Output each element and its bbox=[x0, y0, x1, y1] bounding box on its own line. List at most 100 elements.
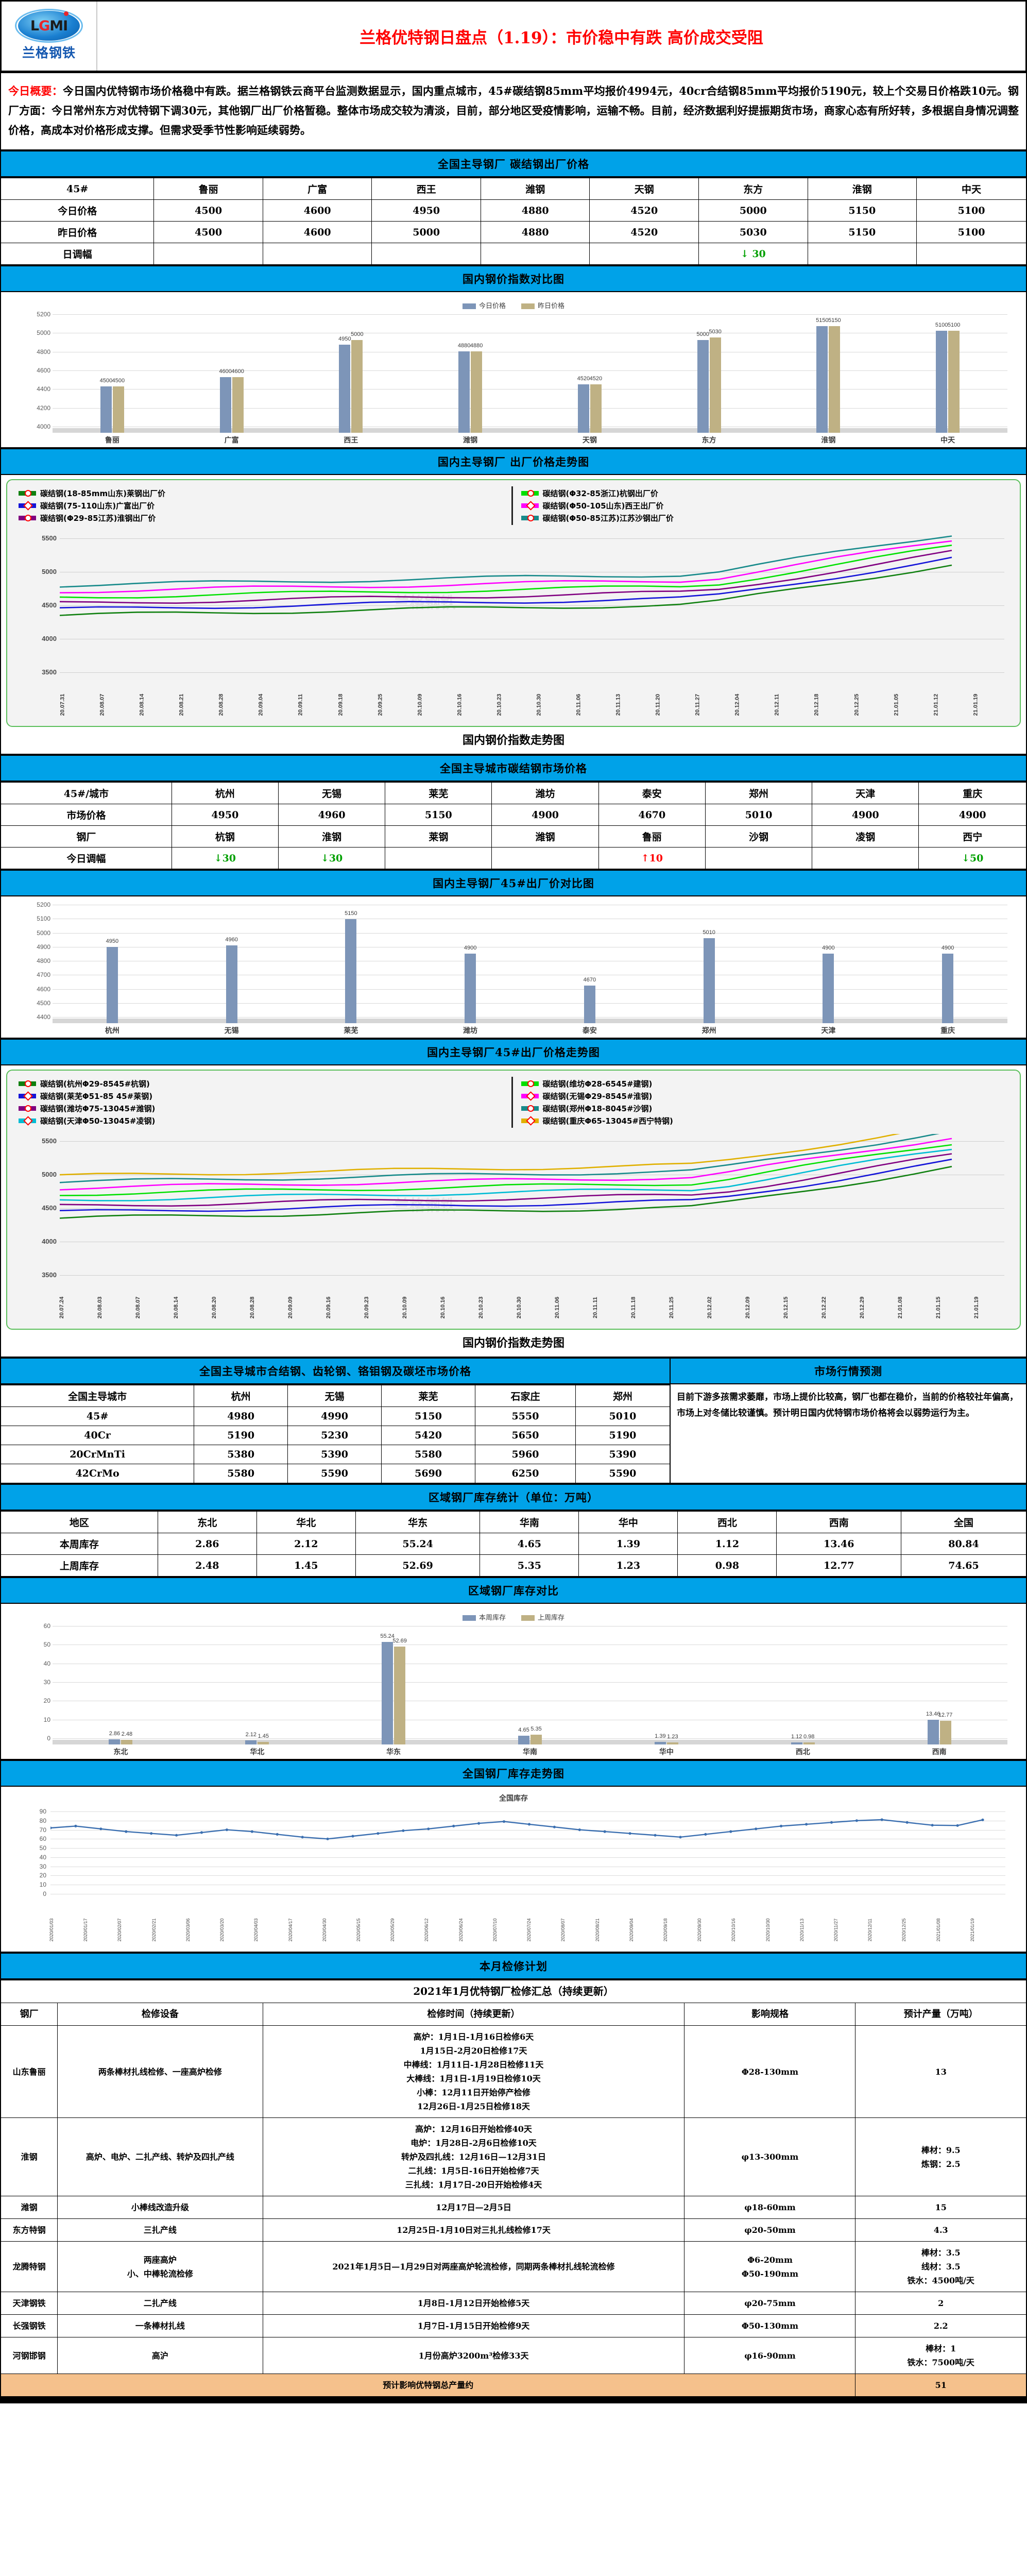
x-tick-label: 2020/10/16 bbox=[731, 1918, 737, 1942]
bar-value-label: 0.98 bbox=[803, 1734, 815, 1740]
data-point bbox=[225, 1828, 228, 1832]
column-header: 鲁丽 bbox=[153, 177, 263, 200]
bar-group: 13.46 12.77 bbox=[871, 1626, 1007, 1744]
x-tick-label: 郑州 bbox=[701, 1026, 716, 1035]
x-tick-label: 重庆 bbox=[940, 1026, 955, 1035]
legend-entry: 上周库存 bbox=[521, 1612, 564, 1622]
chart-x-axis: 鲁丽 广富 西王 潍钢 天钢 东方 淮钢 中天 bbox=[53, 435, 1007, 445]
mill-name: 天津钢铁 bbox=[0, 2292, 58, 2315]
bar: 4950 bbox=[106, 938, 118, 1023]
bar: 2.86 bbox=[109, 1731, 121, 1744]
x-tick-label: 20.12.11 bbox=[774, 693, 780, 716]
table-cell: 5.35 bbox=[480, 1554, 579, 1577]
bar-value-label: 5150 bbox=[345, 910, 357, 917]
gridline bbox=[53, 1682, 1007, 1683]
chart-legend: 今日价格 昨日价格 bbox=[1, 297, 1026, 311]
bar: 1.45 bbox=[258, 1733, 269, 1744]
line-x-axis: 20.07.31 20.08.07 20.08.14 20.08.21 20.08.28… bbox=[56, 689, 1008, 721]
text-line: 15 bbox=[935, 2202, 947, 2212]
bar: 5.35 bbox=[530, 1726, 542, 1744]
y-tick-label: 5000 bbox=[42, 1171, 57, 1178]
section-title-mill-carbon-price: 全国主导钢厂 碳结钢出厂价格 bbox=[0, 150, 1027, 177]
maintenance-table: 2021年1月优特钢厂检修汇总（持续更新） 钢厂 检修设备 检修时间（持续更新） 影响… bbox=[0, 1979, 1027, 2397]
bar-value-label: 5150 bbox=[828, 317, 841, 324]
legend-label: 碳结钢(杭州Φ29-8545#杭钢) bbox=[40, 1079, 150, 1089]
table-row: 40Cr 5190 5230 5420 5650 5190 bbox=[0, 1426, 671, 1445]
text-line: 河钢邯钢 bbox=[12, 2350, 46, 2361]
bar: 1.39 bbox=[654, 1733, 666, 1744]
x-tick-label: 2020/09/18 bbox=[663, 1918, 669, 1942]
affected-spec: φ13-300mm bbox=[684, 2117, 856, 2196]
expected-output: 4.3 bbox=[855, 2218, 1027, 2242]
column-header: 东方 bbox=[698, 177, 808, 200]
data-point bbox=[603, 1830, 606, 1833]
report-header: LGMI 兰格钢铁 兰格优特钢日盘点（1.19）：市价稳中有跌 高价成交受阻 bbox=[0, 0, 1027, 73]
table-cell: 5150 bbox=[381, 1406, 476, 1426]
table-cell: 杭钢 bbox=[171, 825, 279, 848]
section-title-region-stock-compare: 区域钢厂库存对比 bbox=[0, 1577, 1027, 1604]
affected-spec: φ20-75mm bbox=[684, 2292, 856, 2315]
table-cell: ↓50 bbox=[918, 847, 1027, 870]
table-cell: 5580 bbox=[381, 1445, 476, 1464]
row-label: 上周库存 bbox=[0, 1554, 158, 1577]
region-stock-table: 地区 东北 华北 华东 华南 华中 西北 西南 全国 本周库存 2.86 2.12 55.24 4.65… bbox=[0, 1511, 1027, 1577]
line-series bbox=[60, 1148, 952, 1201]
bar-value-label: 4880 bbox=[470, 342, 483, 349]
legend-label: 碳结钢(Φ29-85江苏)淮钢出厂价 bbox=[40, 514, 156, 523]
legend-swatch bbox=[19, 490, 36, 497]
data-point bbox=[956, 1824, 959, 1827]
maintenance-table-title-row: 2021年1月优特钢厂检修汇总（持续更新） bbox=[0, 1979, 1027, 2003]
axis-baseline bbox=[53, 428, 1007, 433]
text-line: 1月7日-1月15日开始检修9天 bbox=[417, 2321, 530, 2331]
data-point bbox=[931, 1824, 934, 1827]
expected-output: 13 bbox=[855, 2025, 1027, 2118]
line-series bbox=[60, 535, 952, 588]
table-cell: 4960 bbox=[278, 804, 386, 826]
region-stock-bar-chart: 本周库存 上周库存 60 50 40 30 20 10 0 2.86 2.48 2.12 1.45 55… bbox=[0, 1604, 1027, 1760]
table-row: 日调幅 ↓ 30 bbox=[0, 243, 1027, 265]
line-series bbox=[60, 1134, 900, 1176]
x-tick-label: 20.09.18 bbox=[337, 693, 344, 716]
bar: 4880 bbox=[458, 343, 470, 433]
x-tick-label: 西王 bbox=[344, 436, 358, 444]
bar-value-label: 4.65 bbox=[518, 1727, 529, 1734]
bar-group: 55.24 52.69 bbox=[326, 1626, 462, 1744]
data-point bbox=[326, 1837, 329, 1840]
bar-value-label: 5000 bbox=[696, 331, 709, 337]
bar: 4900 bbox=[464, 945, 476, 1023]
table-cell: 80.84 bbox=[900, 1533, 1027, 1555]
legend-label: 碳结钢(Φ50-85江苏)江苏沙钢出厂价 bbox=[542, 514, 674, 523]
table-header-row: 45# 鲁丽 广富 西王 潍钢 天钢 东方 淮钢 中天 bbox=[0, 177, 1027, 200]
expected-output: 棒材：9.5 炼钢：2.5 bbox=[855, 2117, 1027, 2196]
section-title-mill-index-compare: 国内钢价指数对比图 bbox=[0, 265, 1027, 292]
table-header-row: 全国主导城市 杭州 无锡 莱芜 石家庄 郑州 bbox=[0, 1384, 671, 1407]
bar-group: 4.65 5.35 bbox=[462, 1626, 598, 1744]
line-legend-left: 碳结钢(18-85mm山东)莱钢出厂价 碳结钢(75-110山东)广富出厂价 碳结钢… bbox=[19, 486, 511, 525]
bar-value-label: 4600 bbox=[219, 368, 232, 375]
text-line: 高沪 bbox=[151, 2350, 168, 2361]
gridline bbox=[53, 1017, 1007, 1018]
column-header: 全国主导城市 bbox=[0, 1384, 195, 1407]
bar-group: 2.86 2.48 bbox=[53, 1626, 189, 1744]
x-tick-label: 2020/08/07 bbox=[560, 1918, 566, 1942]
table-cell: 13.46 bbox=[776, 1533, 901, 1555]
x-tick-label: 20.10.23 bbox=[478, 1296, 484, 1319]
data-point bbox=[578, 1828, 581, 1832]
legend-entry: 碳结钢(无锡Φ29-8545#淮钢) bbox=[521, 1091, 1014, 1101]
legend-label: 碳结钢(75-110山东)广富出厂价 bbox=[40, 501, 155, 511]
gridline bbox=[53, 933, 1007, 934]
bar-value-label: 4670 bbox=[583, 977, 596, 984]
bar-value-label: 4520 bbox=[577, 376, 590, 382]
bar-group: 5010 bbox=[649, 905, 769, 1023]
bar-group: 5100 5100 bbox=[888, 314, 1007, 433]
row-label: 市场价格 bbox=[0, 804, 172, 826]
bar-group: 1.39 1.23 bbox=[598, 1626, 734, 1744]
bar: 1.12 bbox=[791, 1734, 802, 1744]
x-tick-label: 20.12.09 bbox=[745, 1296, 751, 1319]
table-cell: 4.65 bbox=[480, 1533, 579, 1555]
data-point bbox=[502, 1820, 506, 1823]
text-line: 棒材：3.5 bbox=[921, 2248, 961, 2258]
bar: 4950 bbox=[338, 336, 351, 433]
column-header: 影响规格 bbox=[684, 2003, 856, 2026]
data-point bbox=[729, 1830, 732, 1833]
